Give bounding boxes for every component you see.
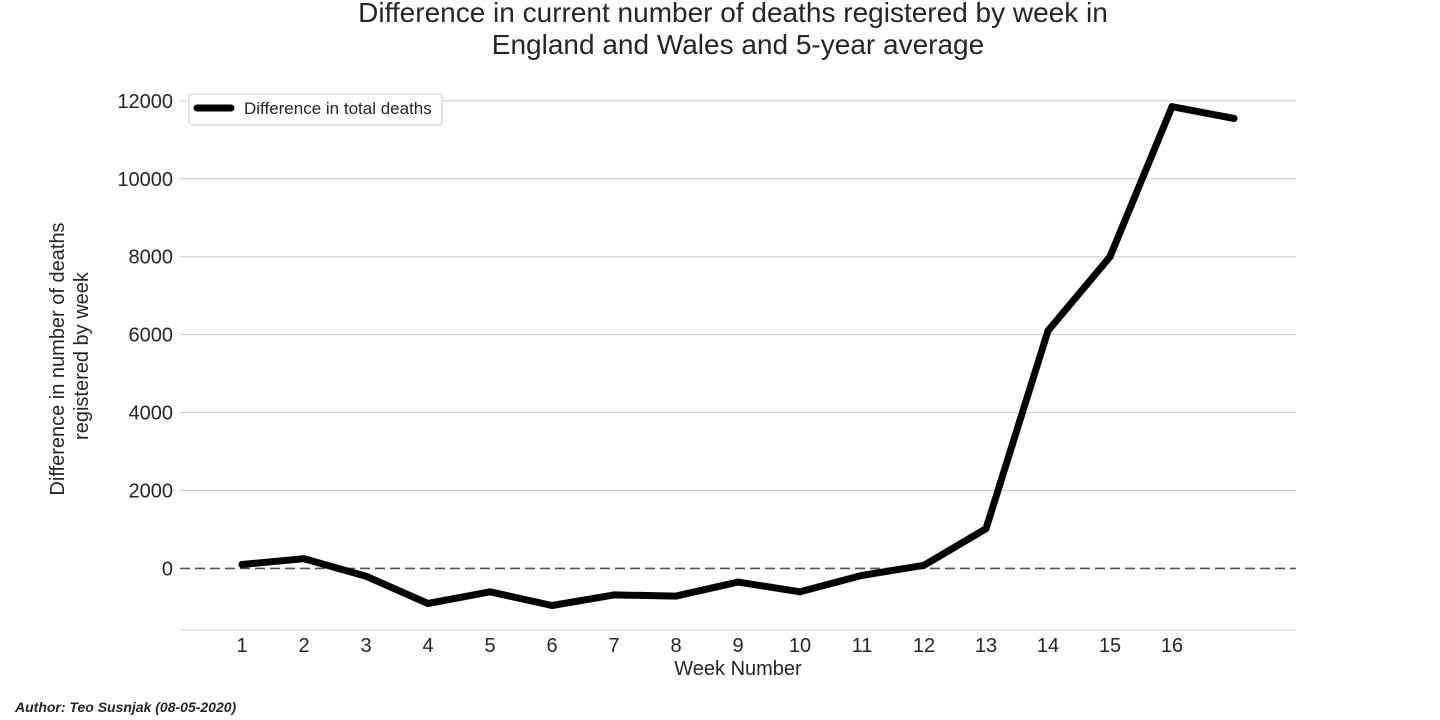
x-tick-label: 4 xyxy=(422,635,433,657)
series-group xyxy=(238,103,1238,609)
x-tick-label: 8 xyxy=(670,635,681,657)
y-tick-label: 10000 xyxy=(117,169,173,191)
data-point xyxy=(1044,327,1052,335)
y-tick-label: 12000 xyxy=(117,91,173,113)
chart-title-line-1: Difference in current number of deaths r… xyxy=(358,0,1108,28)
data-point xyxy=(982,525,990,533)
legend-label: Difference in total deaths xyxy=(244,99,432,118)
grid-lines xyxy=(180,100,1296,492)
x-tick-label: 7 xyxy=(608,635,619,657)
data-point xyxy=(300,555,308,563)
y-tick-label: 8000 xyxy=(129,247,174,269)
data-point xyxy=(610,591,618,599)
x-tick-label: 10 xyxy=(789,635,811,657)
data-point xyxy=(920,561,928,569)
y-axis-label-line-2: registered by week xyxy=(71,271,93,440)
data-point xyxy=(672,592,680,600)
y-tick-labels: 0 2000 4000 6000 8000 10000 12000 xyxy=(117,91,173,581)
author-credit: Author: Teo Susnjak (08-05-2020) xyxy=(15,699,237,715)
x-tick-labels: 1 2 3 4 5 6 7 8 9 10 11 12 13 14 15 16 xyxy=(236,635,1183,657)
x-axis-label: Week Number xyxy=(674,658,802,680)
data-point xyxy=(238,561,246,569)
x-tick-label: 2 xyxy=(298,635,309,657)
x-tick-label: 3 xyxy=(360,635,371,657)
data-point xyxy=(734,578,742,586)
y-tick-label: 0 xyxy=(162,558,173,580)
data-point xyxy=(548,601,556,609)
data-point xyxy=(1106,253,1114,261)
legend: Difference in total deaths xyxy=(188,93,443,126)
data-point xyxy=(858,571,866,579)
y-tick-label: 4000 xyxy=(129,403,174,425)
data-point xyxy=(1230,114,1238,122)
x-tick-label: 6 xyxy=(546,635,557,657)
data-point xyxy=(796,588,804,596)
y-tick-label: 6000 xyxy=(129,325,174,347)
data-point xyxy=(486,588,494,596)
chart-title-line-2: England and Wales and 5-year average xyxy=(492,29,984,60)
x-tick-label: 14 xyxy=(1037,635,1059,657)
data-point xyxy=(1168,103,1176,111)
x-tick-label: 11 xyxy=(852,635,873,657)
series-line xyxy=(238,103,1238,609)
x-tick-label: 16 xyxy=(1161,635,1183,657)
y-tick-label: 2000 xyxy=(129,481,174,503)
x-tick-label: 5 xyxy=(484,635,495,657)
x-tick-label: 9 xyxy=(732,635,743,657)
data-point xyxy=(362,572,370,580)
x-tick-label: 13 xyxy=(975,635,997,657)
x-tick-label: 12 xyxy=(913,635,935,657)
y-axis-label-line-1: Difference in number of deaths xyxy=(47,222,69,495)
data-point xyxy=(424,600,432,608)
x-tick-label: 1 xyxy=(236,635,247,657)
x-tick-label: 15 xyxy=(1099,635,1121,657)
legend-box xyxy=(188,93,443,126)
